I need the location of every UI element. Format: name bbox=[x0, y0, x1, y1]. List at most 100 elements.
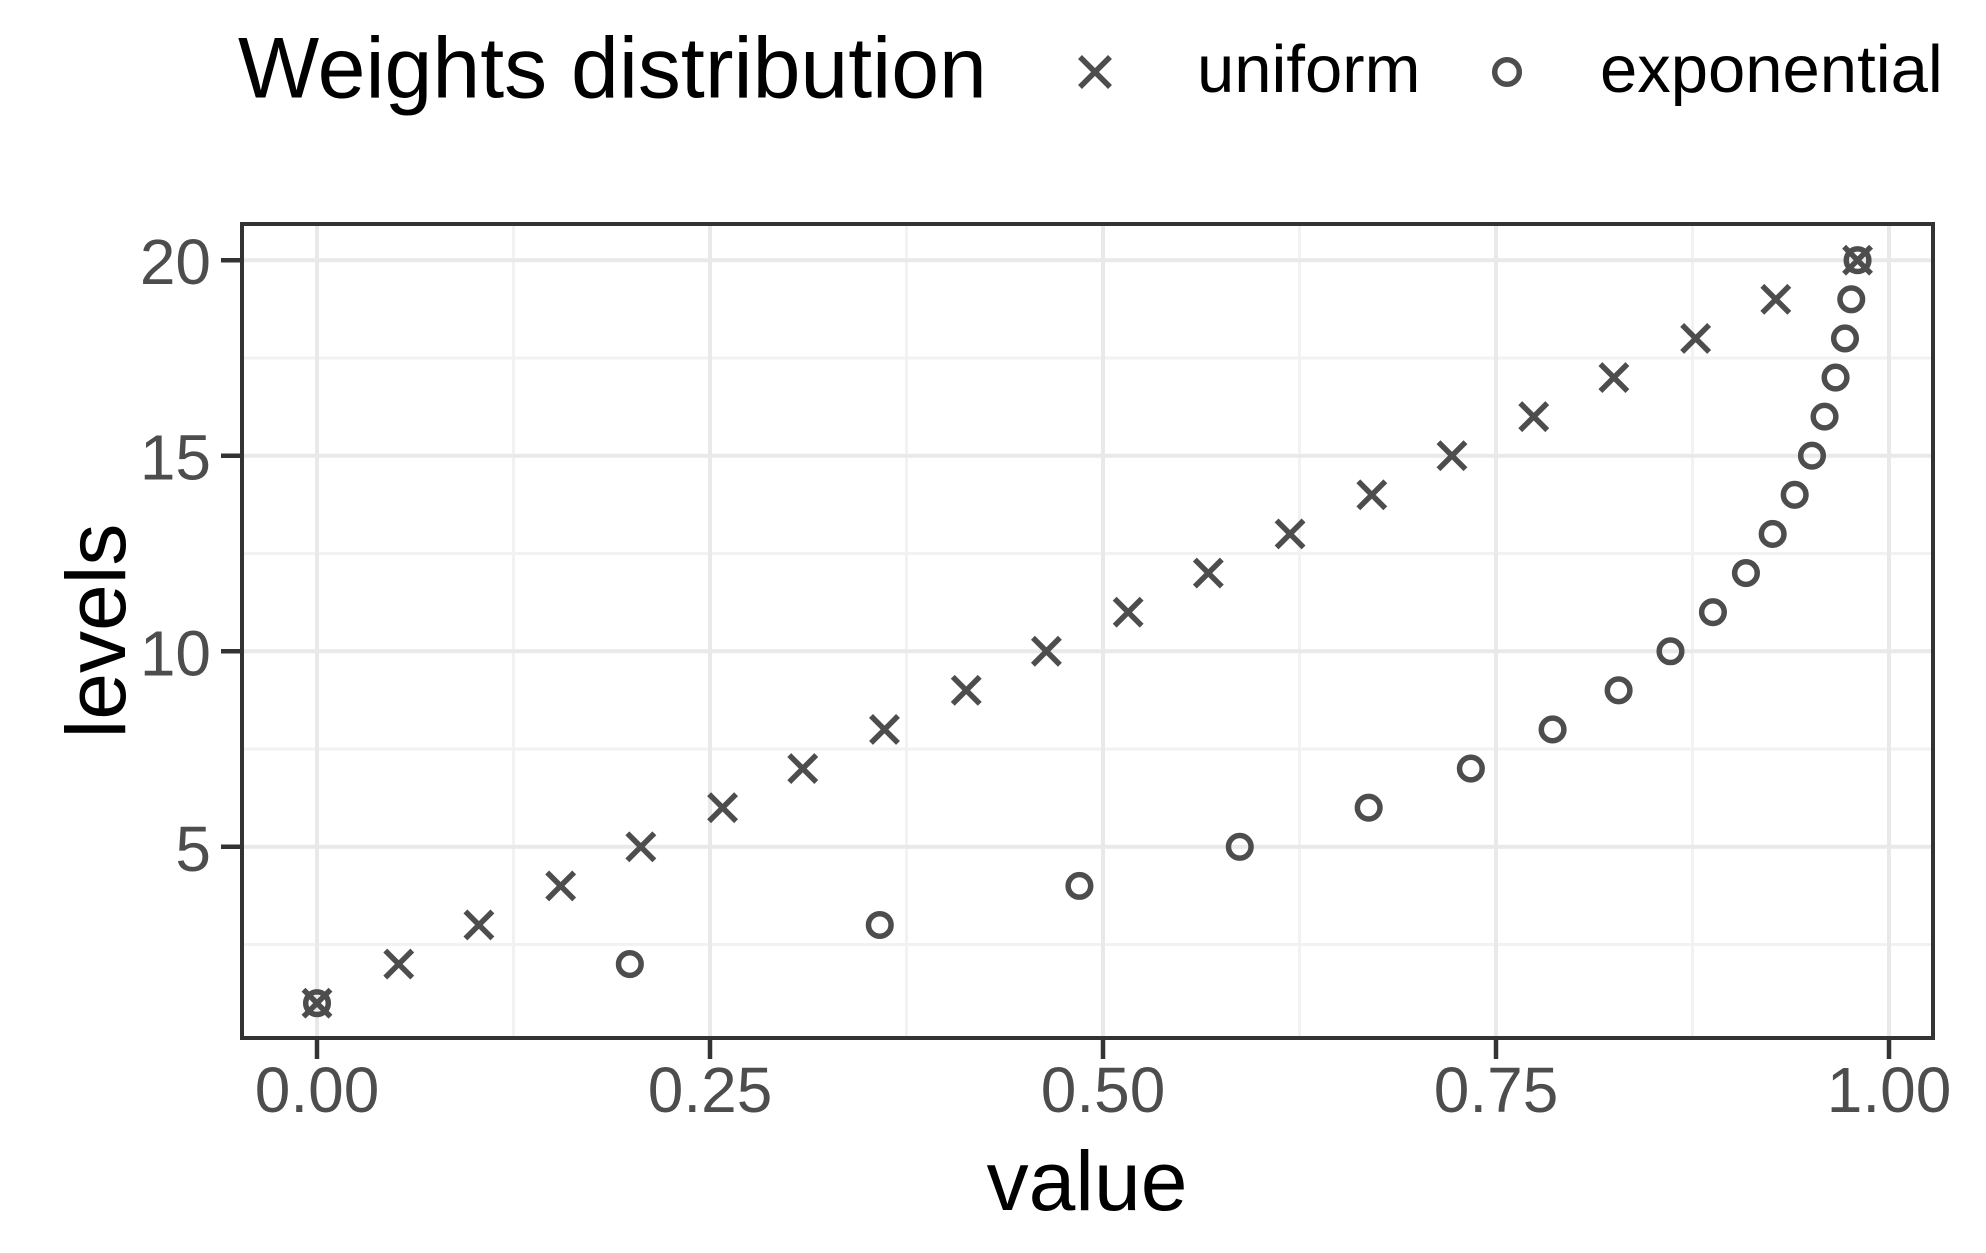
data-point-exponential bbox=[1821, 363, 1850, 392]
legend-label-exponential: exponential bbox=[1600, 31, 1943, 107]
data-point-uniform bbox=[1598, 362, 1630, 393]
x-marker-stroke bbox=[383, 948, 415, 980]
y-axis-tick-label: 5 bbox=[175, 813, 211, 885]
series-uniform bbox=[301, 244, 1874, 1019]
y-axis-tick-label: 20 bbox=[140, 226, 211, 298]
x-marker-stroke bbox=[787, 753, 819, 785]
circle-marker-stroke bbox=[1731, 558, 1760, 588]
y-axis-tick-label: 10 bbox=[140, 617, 211, 689]
circle-marker-stroke bbox=[1225, 832, 1254, 861]
x-marker-stroke bbox=[1598, 362, 1630, 393]
data-point-uniform bbox=[545, 870, 577, 902]
x-marker-stroke bbox=[1518, 401, 1550, 433]
circle-marker-stroke bbox=[1837, 285, 1866, 314]
data-point-exponential bbox=[1837, 285, 1866, 314]
data-point-uniform bbox=[1356, 479, 1388, 511]
x-axis-tick-label: 0.25 bbox=[648, 1054, 773, 1126]
circle-marker-stroke bbox=[1830, 324, 1860, 353]
data-point-uniform bbox=[383, 948, 415, 980]
circle-marker-stroke bbox=[1656, 637, 1685, 666]
x-marker-stroke bbox=[869, 714, 900, 745]
circle-marker-stroke bbox=[865, 910, 894, 940]
x-axis-tick-labels: 0.00 0.25 0.50 0.75 1.00 bbox=[255, 1054, 1952, 1126]
circle-marker-stroke bbox=[1810, 402, 1839, 431]
data-point-exponential bbox=[1758, 519, 1787, 548]
circle-marker-stroke bbox=[1758, 519, 1787, 548]
plot-panel-background bbox=[242, 224, 1933, 1038]
data-point-uniform bbox=[1760, 283, 1792, 315]
x-marker-stroke bbox=[707, 792, 739, 824]
x-marker-stroke bbox=[950, 674, 982, 706]
series-exponential bbox=[302, 246, 1872, 1018]
data-point-exponential bbox=[1731, 558, 1760, 588]
data-point-uniform bbox=[787, 753, 819, 785]
x-axis-tick-label: 0.00 bbox=[255, 1054, 380, 1126]
data-point-exponential bbox=[1225, 832, 1254, 861]
data-point-uniform bbox=[625, 831, 657, 863]
circle-marker-stroke bbox=[615, 950, 644, 979]
panel-border bbox=[240, 222, 1935, 1040]
legend-title: Weights distribution bbox=[238, 20, 987, 117]
x-marker-stroke bbox=[1112, 596, 1144, 628]
circle-marker-stroke bbox=[1821, 363, 1850, 392]
x-marker-stroke bbox=[1436, 440, 1468, 472]
data-point-uniform bbox=[707, 792, 739, 824]
data-point-exponential bbox=[1797, 441, 1827, 470]
grid-major bbox=[242, 224, 1933, 1038]
data-point-exponential bbox=[865, 910, 894, 940]
x-marker-stroke bbox=[1030, 635, 1062, 667]
data-point-exponential bbox=[1843, 246, 1872, 275]
data-point-exponential bbox=[1065, 871, 1094, 900]
x-marker-stroke bbox=[1760, 283, 1792, 315]
x-marker-stroke bbox=[463, 909, 495, 941]
x-marker-stroke bbox=[1356, 479, 1388, 511]
data-point-uniform bbox=[1192, 557, 1224, 589]
x-marker-stroke bbox=[1680, 322, 1712, 354]
legend-x-glyph-stroke bbox=[1078, 55, 1112, 89]
circle-marker-stroke bbox=[302, 989, 332, 1018]
legend: Weights distribution uniform exponential bbox=[0, 0, 1986, 144]
x-axis-tick-label: 0.50 bbox=[1041, 1054, 1166, 1126]
data-point-uniform bbox=[1274, 518, 1306, 550]
circle-marker-stroke bbox=[1797, 441, 1827, 470]
legend-circle-glyph bbox=[1491, 56, 1523, 88]
data-point-uniform bbox=[950, 674, 982, 706]
circle-marker-stroke bbox=[1698, 598, 1727, 627]
legend-label-uniform: uniform bbox=[1197, 31, 1421, 107]
circle-marker-stroke bbox=[1843, 246, 1872, 275]
y-axis-tick-labels: 5 10 15 20 bbox=[140, 226, 211, 885]
circle-marker-stroke bbox=[1065, 871, 1094, 900]
data-point-uniform bbox=[1436, 440, 1468, 472]
x-marker-stroke bbox=[545, 870, 577, 902]
data-point-exponential bbox=[1780, 480, 1809, 509]
data-point-exponential bbox=[1538, 715, 1567, 744]
data-point-exponential bbox=[1456, 754, 1485, 783]
x-marker-stroke bbox=[1274, 518, 1306, 550]
data-point-uniform bbox=[1030, 635, 1062, 667]
data-point-exponential bbox=[1354, 793, 1383, 822]
data-point-exponential bbox=[1810, 402, 1839, 431]
data-point-exponential bbox=[1698, 598, 1727, 627]
data-point-uniform bbox=[1112, 596, 1144, 628]
x-axis-title: value bbox=[986, 1134, 1188, 1228]
circle-marker-stroke bbox=[1780, 480, 1809, 509]
data-point-exponential bbox=[302, 989, 332, 1018]
data-point-exponential bbox=[1656, 637, 1685, 666]
circle-marker-stroke bbox=[1604, 676, 1633, 705]
axis-ticks bbox=[221, 257, 1892, 1059]
y-axis-title: levels bbox=[49, 523, 143, 739]
data-point-uniform bbox=[463, 909, 495, 941]
x-marker-stroke bbox=[1192, 557, 1224, 589]
x-marker-stroke bbox=[625, 831, 657, 863]
data-point-exponential bbox=[1830, 324, 1860, 353]
legend-key-circle-icon bbox=[1491, 56, 1523, 88]
data-point-uniform bbox=[1680, 322, 1712, 354]
circle-marker-stroke bbox=[1354, 793, 1383, 822]
data-point-uniform bbox=[1518, 401, 1550, 433]
data-point-exponential bbox=[615, 950, 644, 979]
circle-marker-stroke bbox=[1538, 715, 1567, 744]
circle-marker-stroke bbox=[1456, 754, 1485, 783]
y-axis-tick-label: 15 bbox=[140, 422, 211, 494]
